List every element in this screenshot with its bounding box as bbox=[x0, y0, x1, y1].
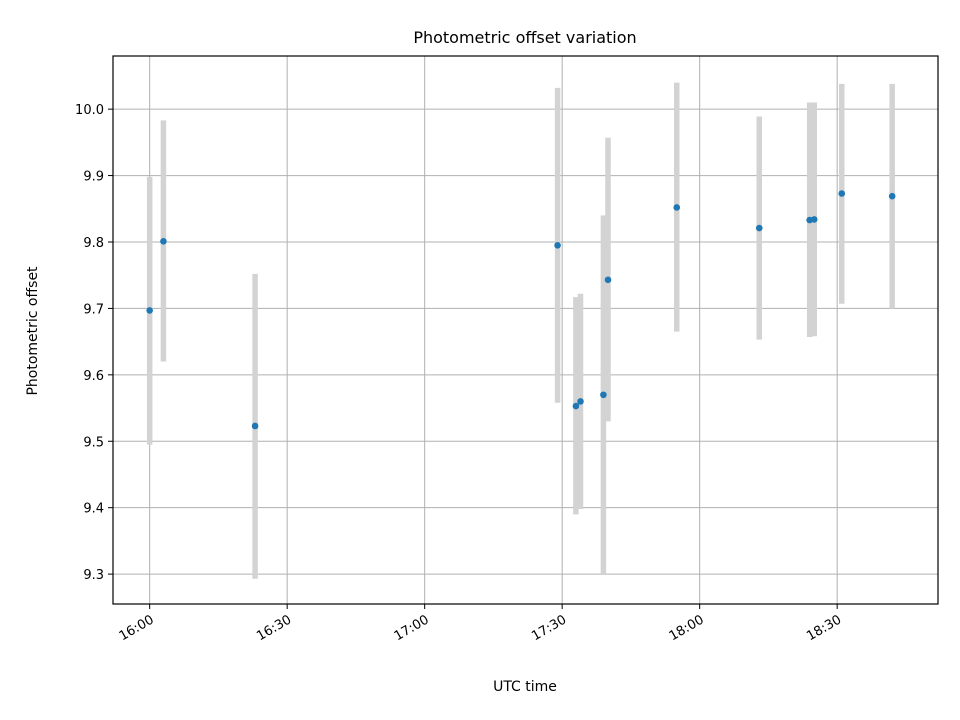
y-tick-label: 9.7 bbox=[83, 302, 104, 317]
x-tick-label: 17:00 bbox=[392, 612, 432, 644]
x-tick-label: 16:00 bbox=[117, 612, 157, 644]
x-tick-label: 17:30 bbox=[529, 612, 569, 644]
y-tick-label: 9.4 bbox=[83, 502, 104, 517]
y-tick-label: 9.5 bbox=[83, 435, 104, 450]
y-tick-label: 9.9 bbox=[83, 170, 104, 185]
y-tick-label: 9.3 bbox=[83, 568, 104, 583]
y-tick-label: 9.8 bbox=[83, 236, 104, 251]
data-point bbox=[577, 398, 584, 405]
data-point bbox=[838, 190, 846, 197]
x-axis-label: UTC time bbox=[493, 679, 557, 695]
y-axis-label: Photometric offset bbox=[25, 266, 41, 396]
x-tick-label: 18:00 bbox=[667, 612, 707, 644]
data-point bbox=[146, 307, 153, 314]
data-points bbox=[146, 190, 896, 430]
y-tick-label: 9.6 bbox=[83, 369, 104, 384]
x-tick-label: 16:30 bbox=[254, 612, 294, 644]
data-point bbox=[554, 242, 561, 249]
data-point bbox=[572, 402, 580, 410]
x-tick-label: 18:30 bbox=[804, 612, 844, 644]
chart-title: Photometric offset variation bbox=[413, 28, 636, 47]
error-bars bbox=[146, 82, 895, 579]
plot-frame bbox=[112, 55, 939, 605]
x-axis-ticks: 16:00 16:30 17:00 17:30 18:00 18:30 bbox=[117, 604, 844, 644]
y-tick-label: 10.0 bbox=[75, 103, 104, 118]
data-point bbox=[600, 391, 607, 399]
data-point bbox=[673, 204, 681, 211]
data-point bbox=[251, 422, 259, 430]
data-point bbox=[755, 224, 763, 232]
data-point bbox=[604, 276, 612, 284]
y-axis-ticks: 9.3 9.4 9.5 9.6 9.7 9.8 9.9 10.0 bbox=[75, 103, 113, 583]
data-point bbox=[888, 192, 896, 200]
data-point bbox=[160, 238, 167, 245]
data-point bbox=[810, 216, 818, 223]
grid bbox=[113, 56, 938, 604]
